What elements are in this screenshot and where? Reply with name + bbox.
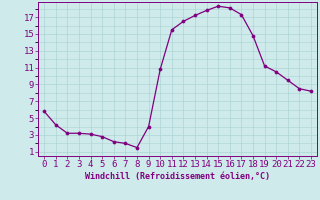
X-axis label: Windchill (Refroidissement éolien,°C): Windchill (Refroidissement éolien,°C) [85, 172, 270, 181]
